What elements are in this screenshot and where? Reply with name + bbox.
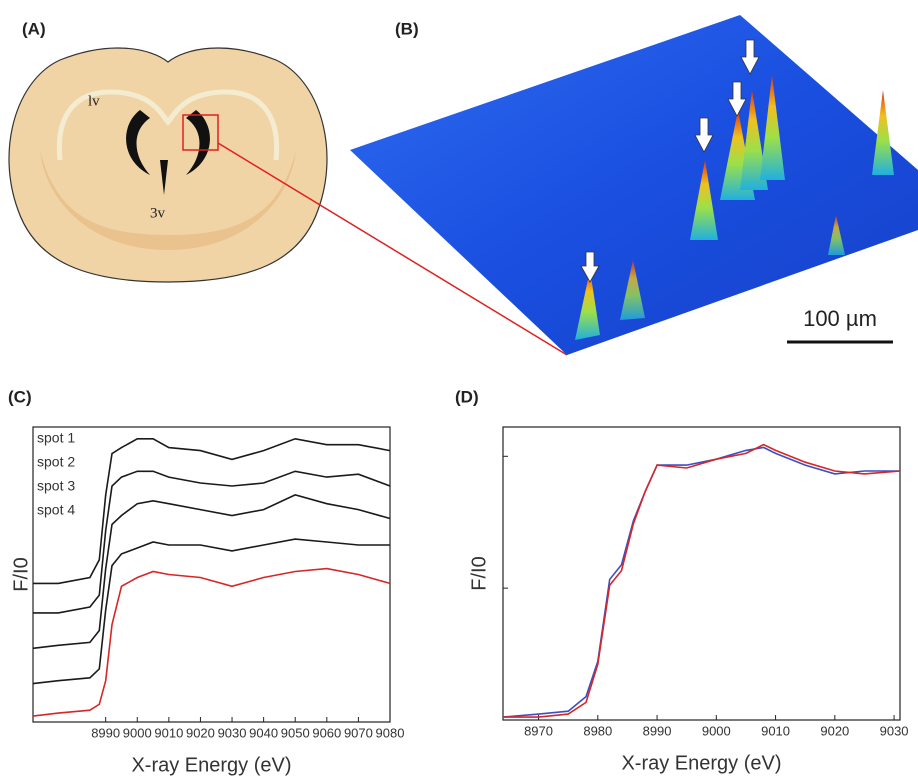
series-line bbox=[32, 538, 390, 685]
legend-entry: spot 1 bbox=[37, 430, 75, 446]
legend-entry: spot 4 bbox=[37, 502, 75, 518]
x-tick-label: 8990 bbox=[91, 725, 120, 740]
x-axis-label: X-ray Energy (eV) bbox=[131, 754, 291, 776]
x-tick-label: 8980 bbox=[583, 723, 612, 738]
x-tick-label: 9030 bbox=[880, 723, 909, 738]
annotation: lv bbox=[88, 93, 100, 109]
legend-entry: spot 2 bbox=[37, 454, 75, 470]
plot-frame bbox=[32, 426, 391, 723]
x-tick-label: 9000 bbox=[702, 723, 731, 738]
x-tick-label: 9050 bbox=[281, 725, 310, 740]
plot-frame bbox=[502, 426, 901, 721]
panel-label: (B) bbox=[395, 19, 419, 38]
x-tick-label: 8970 bbox=[524, 723, 553, 738]
zoom-line bbox=[217, 142, 568, 356]
x-tick-label: 9020 bbox=[820, 723, 849, 738]
scale-bar-label: 100 µm bbox=[803, 306, 877, 331]
series-line bbox=[502, 446, 900, 718]
annotation: 3v bbox=[150, 205, 166, 221]
legend-entry: spot 3 bbox=[37, 478, 75, 494]
y-axis-label: F/I0 bbox=[468, 556, 490, 590]
surface-map bbox=[350, 15, 918, 355]
brain-diagram bbox=[8, 47, 328, 283]
panel-label: (C) bbox=[8, 387, 32, 406]
x-tick-label: 9010 bbox=[154, 725, 183, 740]
series-line bbox=[32, 567, 391, 717]
series-line bbox=[503, 443, 901, 718]
x-tick-label: 9080 bbox=[376, 725, 405, 740]
series-line bbox=[33, 470, 391, 614]
series-line bbox=[32, 494, 391, 650]
x-tick-label: 9020 bbox=[186, 725, 215, 740]
x-tick-label: 9040 bbox=[249, 725, 278, 740]
x-tick-label: 8990 bbox=[643, 723, 672, 738]
panel-label: (A) bbox=[22, 19, 46, 38]
panel-label: (D) bbox=[455, 387, 479, 406]
y-axis-label: F/I0 bbox=[10, 557, 32, 591]
series-line bbox=[33, 437, 391, 585]
x-tick-label: 9010 bbox=[761, 723, 790, 738]
x-axis-label: X-ray Energy (eV) bbox=[621, 752, 781, 774]
x-tick-label: 9060 bbox=[312, 725, 341, 740]
x-tick-label: 9070 bbox=[344, 725, 373, 740]
x-tick-label: 9000 bbox=[123, 725, 152, 740]
x-tick-label: 9030 bbox=[218, 725, 247, 740]
